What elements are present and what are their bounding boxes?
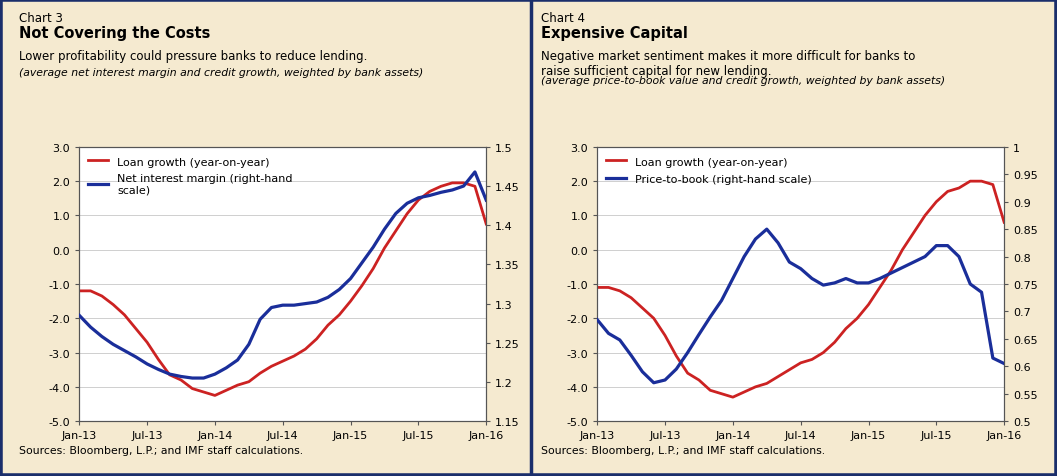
Text: Lower profitability could pressure banks to reduce lending.: Lower profitability could pressure banks… [19, 50, 368, 63]
Text: Not Covering the Costs: Not Covering the Costs [19, 26, 210, 41]
Legend: Loan growth (year-on-year), Net interest margin (right-hand
scale): Loan growth (year-on-year), Net interest… [84, 152, 297, 200]
Text: Sources: Bloomberg, L.P.; and IMF staff calculations.: Sources: Bloomberg, L.P.; and IMF staff … [19, 445, 303, 455]
Text: Sources: Bloomberg, L.P.; and IMF staff calculations.: Sources: Bloomberg, L.P.; and IMF staff … [541, 445, 826, 455]
Text: Expensive Capital: Expensive Capital [541, 26, 688, 41]
Text: Chart 3: Chart 3 [19, 12, 63, 25]
Legend: Loan growth (year-on-year), Price-to-book (right-hand scale): Loan growth (year-on-year), Price-to-boo… [601, 152, 816, 189]
Text: Negative market sentiment makes it more difficult for banks to
raise sufficient : Negative market sentiment makes it more … [541, 50, 915, 78]
Text: Chart 4: Chart 4 [541, 12, 586, 25]
Text: (average net interest margin and credit growth, weighted by bank assets): (average net interest margin and credit … [19, 68, 423, 78]
Text: (average price-to-book value and credit growth, weighted by bank assets): (average price-to-book value and credit … [541, 76, 945, 86]
